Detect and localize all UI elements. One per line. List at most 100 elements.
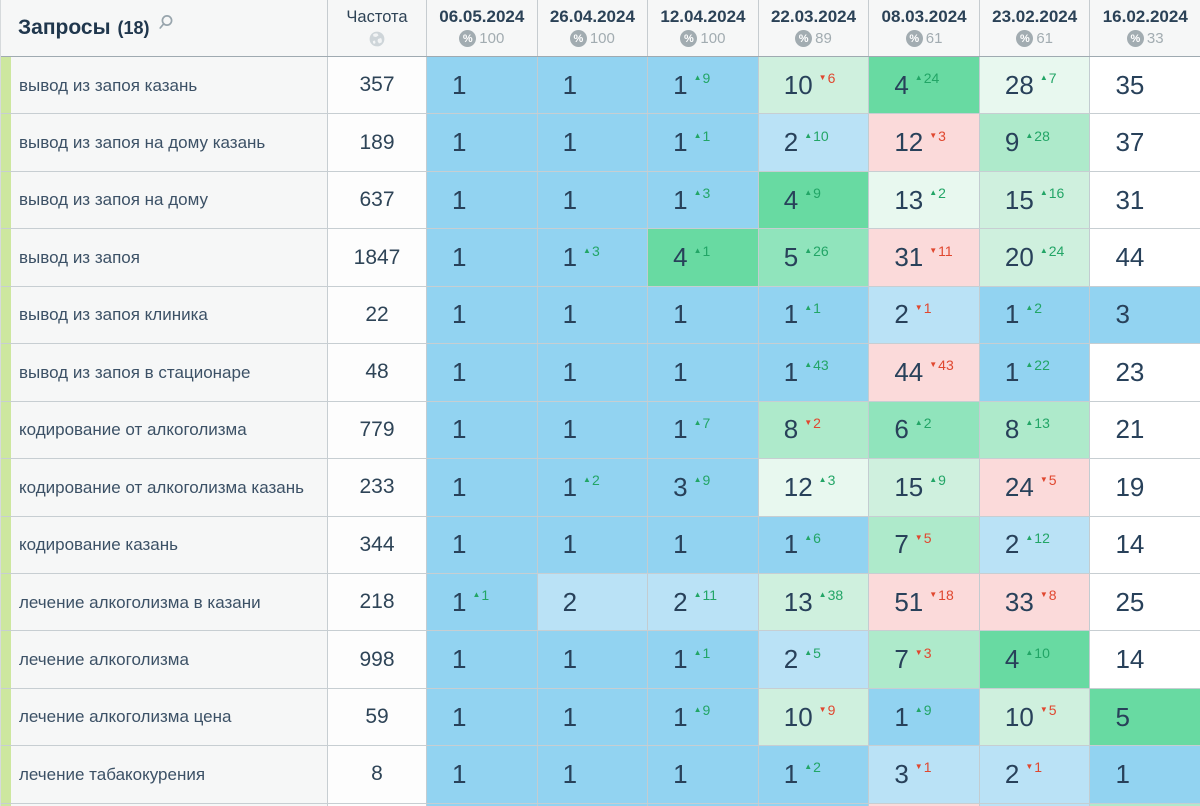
position-value: 1: [452, 701, 467, 732]
delta-value: 22: [1034, 357, 1050, 374]
position-cell: 1 ▲ 3: [647, 171, 758, 229]
delta-up: ▲ 12: [1025, 531, 1050, 545]
arrow-up-icon: ▲: [818, 475, 827, 485]
position-cell: 1: [426, 286, 537, 344]
keyword-cell[interactable]: вывод из запоя казань: [11, 57, 327, 114]
delta-value: 9: [702, 472, 711, 489]
row-color-strip: [1, 171, 11, 229]
keyword-cell[interactable]: вывод из запоя клиника: [11, 286, 327, 344]
position-value: 51: [894, 586, 924, 617]
position-cell: 2 ▼ 1: [868, 286, 979, 344]
position-cell: 1: [536, 631, 648, 688]
arrow-down-icon: ▼: [1039, 475, 1048, 485]
arrow-up-icon: ▲: [804, 360, 813, 370]
delta-value: 38: [827, 587, 844, 604]
position-cell: 1: [647, 746, 758, 803]
date-header-cell[interactable]: 08.03.2024% 61: [868, 0, 979, 56]
keyword-cell[interactable]: кодирование от алкоголизма: [11, 401, 327, 459]
arrow-up-icon: ▲: [693, 647, 702, 657]
position-value: 3: [1115, 299, 1130, 330]
position-value: 13: [894, 184, 924, 215]
search-icon[interactable]: [157, 14, 174, 31]
table-row: лечение алкоголизма цена 59 1 1 1 ▲ 9 10 ▼ 9 1 ▲ 9 10…: [1, 688, 1200, 747]
position-cell: 1: [536, 57, 648, 114]
position-cell: 1: [426, 688, 537, 746]
delta-up: ▲ 2: [929, 186, 946, 200]
delta-up: ▲ 28: [1025, 129, 1050, 143]
date-header-cell[interactable]: 12.04.2024% 100: [647, 0, 758, 56]
delta-value: 9: [813, 185, 821, 202]
delta-up: ▲ 5: [804, 646, 821, 660]
date-header-cell[interactable]: 23.02.2024% 61: [978, 0, 1090, 56]
position-value: 4: [1004, 644, 1020, 675]
position-value: 33: [1004, 586, 1034, 617]
position-value: 1: [1004, 299, 1020, 330]
position-value: 1: [562, 758, 578, 789]
arrow-up-icon: ▲: [1025, 417, 1034, 427]
position-value: 1: [562, 414, 578, 445]
position-cell: 4 ▲ 9: [757, 171, 869, 229]
scan-percent: % 61: [1016, 30, 1053, 47]
keyword-cell[interactable]: вывод из запоя на дому: [11, 171, 327, 229]
position-value: 1: [562, 127, 578, 158]
keyword-cell[interactable]: лечение алкоголизма в казани: [11, 573, 327, 631]
position-value: 8: [783, 414, 799, 445]
queries-count: (18): [117, 17, 150, 38]
position-value: 1: [562, 184, 578, 215]
delta-up: ▲ 24: [1040, 244, 1065, 258]
position-value: 1: [783, 529, 799, 560]
position-cell: 1: [426, 114, 537, 171]
delta-up: ▲ 7: [1040, 71, 1057, 85]
frequency-cell: 344: [327, 516, 426, 573]
delta-up: ▲ 1: [694, 129, 711, 143]
delta-value: 24: [923, 70, 940, 87]
date-header-cell[interactable]: 26.04.2024% 100: [536, 0, 648, 56]
percent-value: 100: [479, 30, 505, 47]
arrow-down-icon: ▼: [929, 245, 938, 255]
position-cell: 1 ▲ 1: [426, 573, 537, 631]
frequency-cell: 233: [327, 459, 426, 516]
position-cell: [536, 803, 648, 806]
keyword-cell[interactable]: лечение алкоголизма цена: [11, 688, 327, 746]
delta-up: ▲ 9: [694, 71, 711, 85]
arrow-up-icon: ▲: [693, 475, 702, 485]
position-value: 44: [894, 356, 924, 387]
position-cell: 15 ▲ 9: [868, 459, 979, 516]
arrow-up-icon: ▲: [1039, 245, 1048, 255]
position-cell: 44 ▼ 43: [868, 344, 979, 401]
delta-value: 6: [813, 529, 821, 546]
date-header-cell[interactable]: 06.05.2024% 100: [426, 0, 537, 56]
date-header-cell[interactable]: 16.02.2024% 33: [1089, 0, 1200, 56]
arrow-down-icon: ▼: [818, 705, 827, 715]
keyword-cell[interactable]: лечение алкоголизма: [11, 631, 327, 688]
keyword-cell[interactable]: кодирование казань: [11, 516, 327, 573]
arrow-down-icon: ▼: [929, 130, 938, 140]
position-value: 10: [783, 69, 813, 100]
delta-up: ▲ 13: [1025, 416, 1050, 430]
position-value: 2: [894, 299, 909, 330]
position-cell: 9 ▲ 28: [978, 114, 1090, 171]
table-row: лечение табакокурения 8 1 1 1 1 ▲ 2 3 ▼ 1 2 ▼ 1 1: [1, 746, 1200, 804]
position-value: 23: [1115, 356, 1145, 387]
keyword-cell[interactable]: вывод из запоя в стационаре: [11, 344, 327, 401]
position-cell: 8 ▼ 2: [757, 401, 869, 459]
position-value: 7: [894, 529, 909, 560]
arrow-down-icon: ▼: [914, 762, 923, 772]
position-cell: 4 ▲ 1: [647, 229, 758, 286]
keyword-cell[interactable]: лечение табакокурения: [11, 746, 327, 803]
date-label: 12.04.2024: [660, 7, 746, 26]
position-value: 25: [1115, 586, 1145, 617]
position-value: 12: [783, 471, 813, 502]
arrow-up-icon: ▲: [804, 245, 813, 255]
frequency-cell: 218: [327, 573, 426, 631]
keyword-cell[interactable]: вывод из запоя: [11, 229, 327, 286]
position-cell: 1: [426, 401, 537, 459]
position-cell: 1: [426, 171, 537, 229]
date-header-cell[interactable]: 22.03.2024% 89: [757, 0, 869, 56]
frequency-header-cell[interactable]: Частота: [327, 0, 426, 56]
position-cell: [647, 803, 758, 806]
keyword-cell[interactable]: кодирование от алкоголизма казань: [11, 459, 327, 516]
keyword-cell[interactable]: вывод из запоя на дому казань: [11, 114, 327, 171]
arrow-up-icon: ▲: [929, 475, 938, 485]
delta-up: ▲ 9: [929, 473, 946, 487]
